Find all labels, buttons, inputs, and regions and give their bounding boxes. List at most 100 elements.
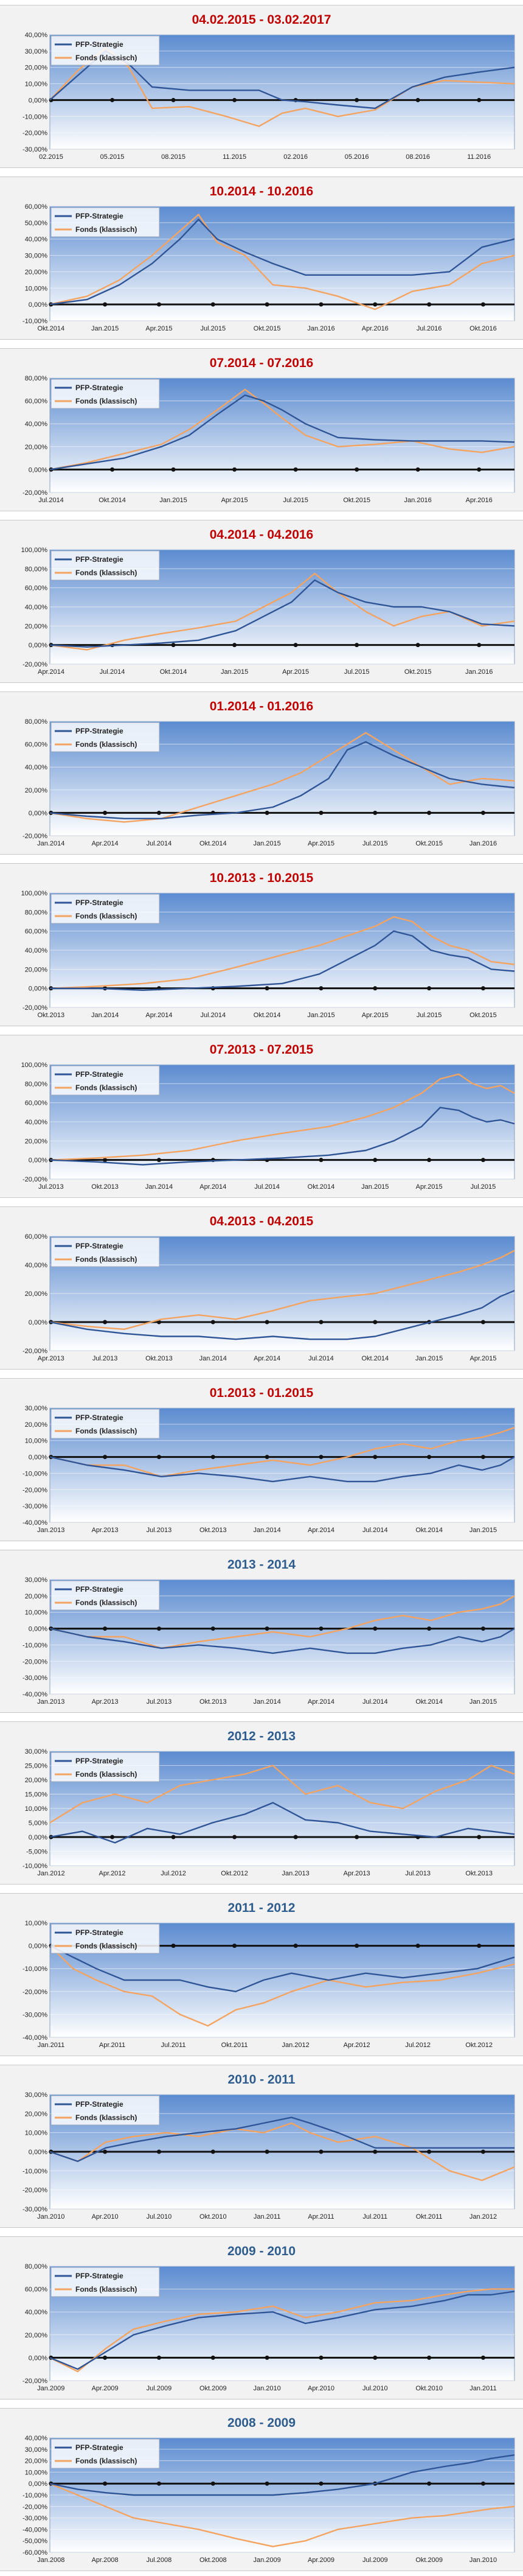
x-tick-marker — [156, 2149, 161, 2154]
x-tick-label: Jan.2015 — [307, 1012, 334, 1019]
x-tick-marker — [480, 986, 485, 991]
y-tick-label: 40,00% — [25, 1119, 48, 1126]
y-tick-label: 25,00% — [25, 1763, 48, 1770]
series-line-pfp — [49, 1107, 515, 1166]
x-tick-marker — [103, 1626, 108, 1631]
x-tick-label: Okt.2012 — [221, 1870, 248, 1877]
chart-svg: 04.2013 - 04.2015 60,00% 40,00% 20,00% 0,00%… — [23, 1214, 515, 1362]
x-tick-label: Apr.2013 — [38, 1355, 64, 1362]
y-tick-label: 40,00% — [25, 604, 48, 611]
x-tick-label: Okt.2013 — [145, 1355, 173, 1362]
x-tick-marker — [110, 97, 115, 102]
y-tick-label: 10,00% — [25, 1438, 48, 1445]
x-tick-label: Apr.2015 — [362, 1012, 389, 1019]
y-tick-label: 0,00% — [29, 2354, 47, 2362]
x-tick-label: Jul.2015 — [283, 497, 308, 504]
chart-svg: 04.2014 - 04.2016 100,00% 80,00% 60,00% 40,0… — [21, 528, 515, 676]
chart-title: 10.2013 - 10.2015 — [210, 871, 314, 885]
y-tick-label: 50,00% — [25, 220, 48, 227]
x-tick-label: Okt.2014 — [199, 840, 227, 847]
legend-label: PFP-Strategie — [75, 1242, 123, 1250]
y-tick-label: 20,00% — [25, 1290, 48, 1298]
x-tick-label: Okt.2013 — [465, 1870, 493, 1877]
x-tick-label: Apr.2011 — [99, 2042, 125, 2049]
y-tick-label: 40,00% — [25, 421, 48, 428]
x-tick-marker — [210, 302, 215, 307]
x-tick-label: Okt.2015 — [343, 497, 370, 504]
y-tick-label: 60,00% — [25, 2286, 48, 2294]
x-tick-marker — [355, 643, 359, 648]
chart-svg: 07.2013 - 07.2015 100,00% 80,00% 60,00% 40,0… — [21, 1043, 515, 1191]
x-tick-marker — [373, 986, 378, 991]
legend-label: Fonds (klassisch) — [75, 1083, 137, 1092]
x-tick-label: Okt.2014 — [415, 1527, 443, 1534]
x-tick-label: Apr.2012 — [99, 1870, 126, 1877]
x-tick-marker — [373, 1626, 378, 1631]
series-line-pfp — [49, 394, 515, 471]
x-tick-marker — [427, 302, 432, 307]
x-tick-label: Jul.2015 — [471, 1183, 496, 1191]
y-tick-label: 15,00% — [25, 1791, 48, 1799]
chart-panel: 10.2014 - 10.2016 60,00% 50,00% 40,00% 30,00… — [0, 177, 523, 340]
x-tick-label: Apr.2015 — [469, 1355, 496, 1362]
x-tick-label: Jan.2008 — [37, 2557, 64, 2564]
x-tick-marker — [265, 1320, 269, 1325]
x-tick-marker — [265, 302, 269, 307]
x-tick-label: Okt.2013 — [37, 1012, 64, 1019]
x-tick-label: Apr.2014 — [92, 840, 119, 847]
y-tick-label: -20,00% — [23, 1989, 47, 1996]
legend-box — [50, 1065, 160, 1096]
x-tick-marker — [373, 1320, 378, 1325]
chart-svg: 2013 - 2014 30,00% 20,00% 10,00% 0,00% -10,00… — [23, 1558, 515, 1706]
y-tick-label: 80,00% — [25, 375, 48, 382]
legend-box — [50, 550, 160, 581]
chart-title: 10.2014 - 10.2016 — [210, 184, 313, 198]
legend-box — [50, 379, 160, 409]
legend: PFP-Strategie Fonds (klassisch) — [50, 1409, 160, 1439]
legend-box — [50, 2095, 160, 2126]
x-tick-marker — [293, 1944, 298, 1948]
x-tick-label: 02.2015 — [39, 153, 63, 161]
x-tick-marker — [415, 467, 420, 472]
y-tick-label: 100,00% — [21, 547, 48, 554]
x-tick-marker — [171, 97, 176, 102]
x-tick-marker — [319, 986, 324, 991]
x-tick-marker — [427, 2149, 432, 2154]
y-tick-label: -20,00% — [23, 1004, 47, 1012]
series-line-pfp — [49, 741, 515, 820]
series-line-pfp — [49, 579, 515, 648]
y-tick-label: 80,00% — [25, 2263, 48, 2270]
y-tick-label: 60,00% — [25, 1100, 48, 1107]
series-line-fonds — [49, 214, 515, 310]
chart-title: 2013 - 2014 — [227, 1558, 296, 1572]
x-tick-marker — [427, 1455, 432, 1460]
x-tick-marker — [427, 1626, 432, 1631]
x-tick-label: Apr.2016 — [466, 497, 493, 504]
legend-label: Fonds (klassisch) — [75, 740, 137, 749]
x-tick-marker — [103, 1455, 108, 1460]
legend-box — [50, 1923, 160, 1954]
y-tick-label: -30,00% — [23, 2206, 47, 2213]
y-tick-label: -20,00% — [23, 1486, 47, 1494]
x-tick-marker — [319, 2481, 324, 2486]
x-tick-marker — [427, 986, 432, 991]
y-tick-label: -5,00% — [26, 1849, 47, 1856]
x-tick-label: Apr.2010 — [308, 2385, 334, 2392]
x-tick-label: Jan.2015 — [361, 1183, 389, 1191]
x-tick-label: Jan.2013 — [282, 1870, 309, 1877]
series-line-fonds — [49, 1765, 515, 1824]
x-tick-label: Jul.2014 — [254, 1183, 280, 1191]
x-tick-label: Jan.2014 — [253, 1527, 280, 1534]
y-tick-label: 0,00% — [29, 642, 47, 649]
chart-panel: 2010 - 2011 30,00% 20,00% 10,00% 0,00% -10,00… — [0, 2065, 523, 2228]
x-tick-label: Okt.2008 — [199, 2557, 227, 2564]
x-tick-marker — [477, 1835, 482, 1839]
legend-box — [50, 2438, 160, 2469]
x-tick-marker — [477, 467, 482, 472]
y-tick-label: -20,00% — [23, 489, 47, 497]
x-tick-marker — [156, 302, 161, 307]
x-tick-marker — [373, 1158, 378, 1163]
legend-box — [50, 1580, 160, 1611]
x-tick-label: Okt.2014 — [37, 325, 64, 332]
y-tick-label: 0,00% — [29, 97, 47, 104]
